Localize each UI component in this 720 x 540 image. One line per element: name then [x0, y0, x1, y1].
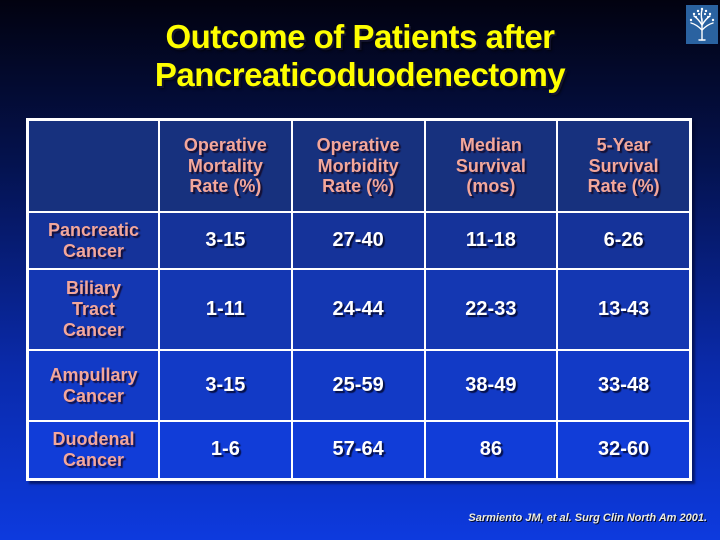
header-empty-cell: [29, 121, 158, 211]
table-cell: 1-11: [160, 270, 291, 349]
tree-logo-icon: [686, 5, 718, 44]
slide-title: Outcome of Patients after Pancreaticoduo…: [0, 18, 720, 94]
institution-logo: [686, 5, 718, 44]
table-cell: 57-64: [292, 422, 424, 478]
row-label-ampullary-cancer: Ampullary Cancer: [29, 351, 158, 420]
row-label-biliary-tract-cancer: Biliary Tract Cancer: [29, 270, 158, 349]
table-cell: 6-26: [558, 213, 689, 268]
table-header-row: Operative Mortality Rate (%) Operative M…: [29, 121, 689, 211]
table-row-pancreatic: Pancreatic Cancer 3-15 27-40 11-18 6-26: [29, 213, 689, 268]
table-cell: 13-43: [558, 270, 689, 349]
table-cell: 38-49: [425, 351, 557, 420]
table-row-biliary-tract: Biliary Tract Cancer 1-11 24-44 22-33 13…: [29, 270, 689, 349]
table-cell: 11-18: [425, 213, 557, 268]
table-cell: 3-15: [160, 213, 291, 268]
title-line-1: Outcome of Patients after: [165, 18, 555, 55]
table-cell: 32-60: [558, 422, 689, 478]
header-5-year-survival: 5-Year Survival Rate (%): [558, 121, 689, 211]
header-median-survival: Median Survival (mos): [425, 121, 557, 211]
header-operative-mortality: Operative Mortality Rate (%): [160, 121, 291, 211]
table-cell: 1-6: [160, 422, 291, 478]
citation: Sarmiento JM, et al. Surg Clin North Am …: [468, 512, 707, 524]
header-operative-morbidity: Operative Morbidity Rate (%): [292, 121, 424, 211]
table-cell: 33-48: [558, 351, 689, 420]
table-cell: 27-40: [292, 213, 424, 268]
table-row-duodenal: Duodenal Cancer 1-6 57-64 86 32-60: [29, 422, 689, 478]
table-cell: 86: [425, 422, 557, 478]
outcomes-table: Operative Mortality Rate (%) Operative M…: [26, 118, 692, 481]
row-label-duodenal-cancer: Duodenal Cancer: [29, 422, 158, 478]
table-cell: 3-15: [160, 351, 291, 420]
table-cell: 24-44: [292, 270, 424, 349]
title-line-2: Pancreaticoduodenectomy: [154, 56, 566, 93]
row-label-pancreatic-cancer: Pancreatic Cancer: [29, 213, 158, 268]
table-cell: 25-59: [292, 351, 424, 420]
table-cell: 22-33: [425, 270, 557, 349]
table-row-ampullary: Ampullary Cancer 3-15 25-59 38-49 33-48: [29, 351, 689, 420]
